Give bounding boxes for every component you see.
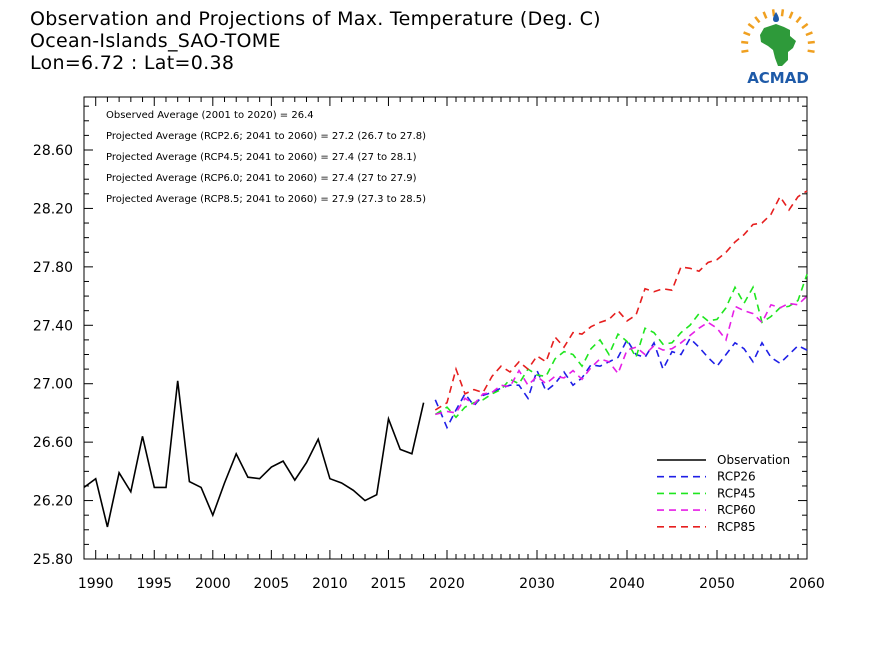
x-tick-label: 2000 [195, 576, 231, 592]
logo-ray [807, 49, 815, 54]
logo-ray [801, 22, 809, 30]
legend-label: RCP45 [717, 486, 756, 500]
acmad-logo: ACMAD [738, 8, 818, 87]
africa-shape [760, 24, 796, 66]
coordinates: Lon=6.72 : Lat=0.38 [30, 52, 235, 74]
logo-ray [741, 40, 749, 44]
legend-label: RCP60 [717, 503, 756, 517]
series-line-rcp85 [434, 190, 808, 411]
x-tick-label: 2050 [699, 576, 735, 592]
x-tick-label: 2040 [609, 576, 645, 592]
logo-ray [780, 9, 785, 17]
title-block: Observation and Projections of Max. Temp… [30, 8, 601, 74]
annotation-text: Observed Average (2001 to 2020) = 26.4 [106, 110, 314, 121]
x-tick-label: 1995 [136, 576, 172, 592]
logo-ray [807, 40, 815, 44]
x-tick-label: 1990 [78, 576, 114, 592]
legend-label: Observation [717, 453, 790, 467]
x-tick-label: 2030 [519, 576, 555, 592]
series-lines [83, 190, 808, 528]
annotation-text: Projected Average (RCP6.0; 2041 to 2060)… [106, 173, 417, 184]
x-tick-label: 2010 [312, 576, 348, 592]
legend-label: RCP26 [717, 470, 756, 484]
y-tick-label: 25.80 [33, 552, 73, 568]
axis-ticks [83, 97, 808, 560]
annotation-text: Projected Average (RCP4.5; 2041 to 2060)… [106, 152, 417, 163]
series-line-rcp26 [434, 337, 808, 430]
annotations: Observed Average (2001 to 2020) = 26.4 Pr… [106, 110, 426, 205]
legend: Observation RCP26 RCP45 RCP60 RCP85 [657, 453, 790, 534]
africa-map-sun-logo-icon: ACMAD [741, 9, 815, 87]
series-line-rcp45 [434, 273, 808, 419]
x-tick-label: 2020 [429, 576, 465, 592]
plot-frame [83, 96, 808, 560]
logo-ray [743, 31, 751, 37]
y-tick-label: 27.80 [33, 260, 73, 276]
logo-text: ACMAD [747, 69, 809, 86]
logo-ray [771, 9, 776, 17]
logo-ray [795, 16, 802, 24]
y-tick-label: 26.20 [33, 494, 73, 510]
y-tick-label: 27.40 [33, 318, 73, 334]
logo-ray [747, 22, 755, 30]
y-tick-label: 26.60 [33, 435, 73, 451]
y-tick-labels: 25.80 26.20 26.60 27.00 27.40 27.80 28.20 28.60 [33, 143, 73, 568]
logo-ray [741, 49, 749, 54]
water-drop-icon [773, 12, 779, 22]
series-line-observation [83, 380, 425, 528]
logo-ray [805, 31, 813, 37]
x-tick-labels: 1990 1995 2000 2005 2010 2015 2020 2030 2040 2050… [78, 576, 825, 592]
legend-label: RCP85 [717, 520, 756, 534]
x-tick-label: 2015 [371, 576, 407, 592]
y-tick-label: 28.60 [33, 143, 73, 159]
x-tick-label: 2005 [254, 576, 290, 592]
logo-ray [754, 16, 761, 24]
y-tick-label: 28.20 [33, 201, 73, 217]
logo-ray [762, 11, 768, 19]
x-tick-label: 2060 [789, 576, 825, 592]
annotation-text: Projected Average (RCP8.5; 2041 to 2060)… [106, 194, 426, 205]
logo-ray [788, 11, 794, 19]
annotation-text: Projected Average (RCP2.6; 2041 to 2060)… [106, 131, 426, 142]
chart-title: Observation and Projections of Max. Temp… [30, 8, 601, 30]
region-name: Ocean-Islands_SAO-TOME [30, 30, 281, 52]
y-tick-label: 27.00 [33, 377, 73, 393]
